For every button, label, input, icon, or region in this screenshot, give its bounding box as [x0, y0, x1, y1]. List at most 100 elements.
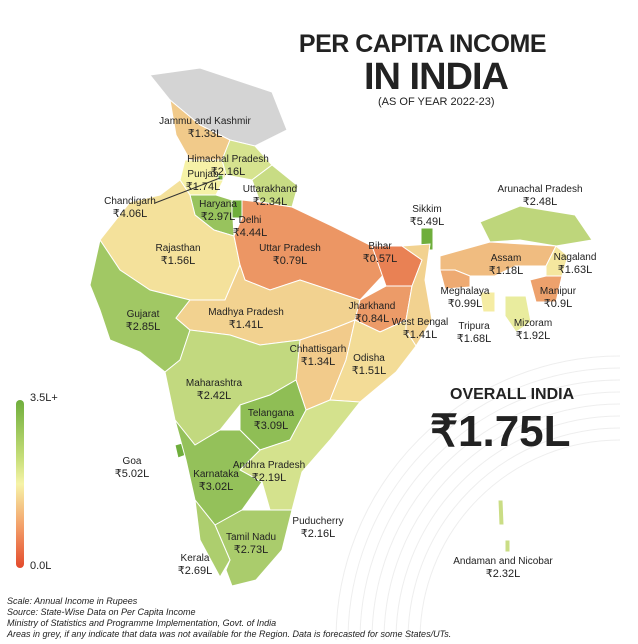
- label-telangana: Telangana ₹3.09L: [248, 407, 294, 433]
- label-himachal-pradesh: Himachal Pradesh ₹2.16L: [187, 153, 269, 179]
- state-value: ₹1.68L: [456, 333, 492, 345]
- label-maharashtra: Maharashtra ₹2.42L: [186, 377, 242, 403]
- state-mizoram: [504, 295, 532, 333]
- state-value: ₹1.41L: [228, 319, 264, 331]
- legend-gradient-bar: [16, 400, 24, 568]
- state-name: Jammu and Kashmir: [159, 116, 251, 127]
- label-jammu-and-kashmir: Jammu and Kashmir ₹1.33L: [159, 115, 251, 141]
- label-chandigarh: Chandigarh ₹4.06L: [104, 195, 156, 221]
- overall-value: ₹1.75L: [430, 407, 571, 456]
- state-name: Assam: [490, 253, 522, 264]
- state-name: Andhra Pradesh: [232, 460, 306, 471]
- label-mizoram: Mizoram ₹1.92L: [514, 317, 552, 343]
- state-name: Bihar: [368, 241, 392, 252]
- label-west-bengal: West Bengal ₹1.41L: [392, 316, 449, 342]
- label-sikkim: Sikkim ₹5.49L: [410, 203, 445, 229]
- state-value: ₹1.56L: [160, 255, 196, 267]
- title-line-1: PER CAPITA INCOME: [298, 30, 547, 58]
- state-name: Jharkhand: [348, 301, 396, 312]
- state-name: Chandigarh: [104, 196, 156, 207]
- label-andhra-pradesh: Andhra Pradesh ₹2.19L: [233, 459, 305, 485]
- state-value: ₹1.92L: [515, 330, 551, 342]
- footer-notes: Scale: Annual Income in Rupees Source: S…: [7, 596, 451, 640]
- state-value: ₹2.73L: [233, 544, 269, 556]
- state-arunachal-pradesh: [479, 205, 593, 247]
- state-kerala: [194, 498, 231, 579]
- state-name: Delhi: [238, 215, 262, 226]
- state-value: ₹2.97L: [200, 211, 236, 223]
- state-name: Madhya Pradesh: [208, 307, 284, 318]
- state-value: ₹2.19L: [251, 472, 287, 484]
- state-value: ₹2.16L: [210, 166, 246, 178]
- state-name: West Bengal: [391, 317, 449, 328]
- state-karnataka: [174, 419, 263, 526]
- state-name: Rajasthan: [155, 243, 201, 254]
- state-name: Puducherry: [292, 516, 344, 527]
- state-value: ₹4.44L: [232, 227, 268, 239]
- label-bihar: Bihar ₹0.57L: [363, 240, 398, 266]
- state-name: Punjab: [187, 169, 219, 180]
- state-name: Chhattisgarh: [289, 344, 347, 355]
- label-jharkhand: Jharkhand ₹0.84L: [349, 300, 396, 326]
- label-tripura: Tripura ₹1.68L: [457, 320, 492, 346]
- overall-label: OVERALL INDIA: [450, 386, 575, 403]
- decorative-arc: [395, 415, 621, 641]
- label-haryana: Haryana ₹2.97L: [199, 198, 237, 224]
- state-value: ₹2.42L: [196, 390, 232, 402]
- state-value: ₹1.33L: [187, 128, 223, 140]
- state-name: Arunachal Pradesh: [497, 184, 583, 195]
- state-name: Telangana: [247, 408, 295, 419]
- label-goa: Goa ₹5.02L: [115, 455, 150, 481]
- state-value: ₹2.16L: [300, 528, 336, 540]
- label-nagaland: Nagaland ₹1.63L: [554, 251, 597, 277]
- state-andaman-and-nicobar: [497, 499, 505, 526]
- state-name: Andaman and Nicobar: [453, 556, 553, 567]
- state-tamil-nadu: [214, 509, 293, 587]
- state-nagaland: [545, 245, 569, 277]
- state-name: Manipur: [539, 286, 577, 297]
- state-name: Sikkim: [412, 204, 442, 215]
- state-name: Tamil Nadu: [225, 532, 277, 543]
- state-name: Haryana: [199, 199, 237, 210]
- decorative-arc: [407, 427, 621, 641]
- decorative-arc: [359, 379, 621, 641]
- state-meghalaya: [439, 269, 471, 290]
- state-value: ₹1.74L: [185, 181, 221, 193]
- title-line-2: IN INDIA: [364, 56, 509, 98]
- decorative-arc: [335, 355, 621, 641]
- state-value: ₹0.99L: [447, 298, 483, 310]
- state-value: ₹4.06L: [112, 208, 148, 220]
- label-andaman-and-nicobar: Andaman and Nicobar ₹2.32L: [453, 555, 553, 581]
- state-value: ₹0.79L: [272, 255, 308, 267]
- state-name: Maharashtra: [185, 378, 243, 389]
- state-name: Uttarakhand: [242, 184, 298, 195]
- state-value: ₹1.51L: [351, 365, 387, 377]
- label-uttar-pradesh: Uttar Pradesh ₹0.79L: [259, 242, 321, 268]
- state-value: ₹1.34L: [300, 356, 336, 368]
- decorative-arc: [383, 403, 621, 641]
- state-name: Mizoram: [513, 318, 553, 329]
- state-value: ₹1.41L: [402, 329, 438, 341]
- label-arunachal-pradesh: Arunachal Pradesh ₹2.48L: [497, 183, 582, 209]
- footer-scale: Scale: Annual Income in Rupees: [7, 596, 138, 606]
- state-name: Uttar Pradesh: [259, 243, 321, 254]
- state-name: Karnataka: [193, 469, 239, 480]
- state-value: ₹2.69L: [177, 565, 213, 577]
- state-value: ₹3.09L: [253, 420, 289, 432]
- label-uttarakhand: Uttarakhand ₹2.34L: [243, 183, 297, 209]
- state-name: Goa: [122, 456, 142, 467]
- state-value: ₹5.49L: [409, 216, 445, 228]
- state-value: ₹1.18L: [488, 265, 524, 277]
- state-name: Tripura: [458, 321, 490, 332]
- footer-ministry: Ministry of Statistics and Programme Imp…: [7, 618, 277, 628]
- state-manipur: [529, 275, 563, 303]
- label-punjab: Punjab ₹1.74L: [186, 168, 221, 194]
- state-value: ₹2.48L: [522, 196, 558, 208]
- state-tripura: [479, 291, 496, 313]
- state-value: ₹3.02L: [198, 481, 234, 493]
- state-name: Nagaland: [553, 252, 597, 263]
- label-gujarat: Gujarat ₹2.85L: [126, 308, 161, 334]
- state-value: ₹0.84L: [354, 313, 390, 325]
